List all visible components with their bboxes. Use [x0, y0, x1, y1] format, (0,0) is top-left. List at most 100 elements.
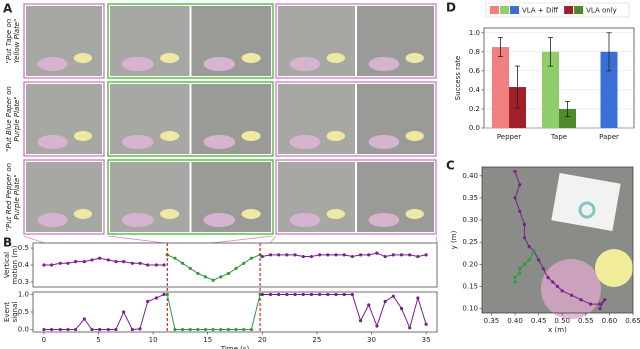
point [424, 322, 428, 326]
row-label: "Put Blue Paper on [5, 86, 13, 152]
plate [326, 209, 345, 219]
point [342, 253, 346, 257]
point [408, 326, 412, 330]
bar [559, 108, 576, 128]
photo-frame [275, 81, 437, 157]
plate [368, 135, 400, 149]
plate [73, 131, 93, 141]
connector [23, 235, 45, 244]
y-tick-label: 1.0 [18, 290, 29, 298]
point [408, 253, 412, 257]
point [154, 263, 158, 267]
point [114, 260, 118, 264]
point [399, 306, 404, 311]
plate [37, 135, 68, 149]
point [301, 254, 305, 259]
x-tick-label: Tape [550, 133, 567, 141]
x-tick-label: 0.55 [578, 317, 594, 325]
plate [121, 57, 154, 71]
x-tick-label: 0.45 [531, 317, 547, 325]
point [165, 292, 169, 297]
point [546, 276, 550, 280]
legend-label: VLA only [586, 7, 617, 15]
point [318, 253, 322, 257]
point [513, 280, 517, 284]
point [226, 271, 231, 276]
plate [37, 57, 68, 71]
point [180, 327, 185, 332]
point [114, 327, 118, 332]
point [82, 260, 86, 264]
series-line [166, 294, 261, 331]
point [560, 289, 564, 293]
point [42, 263, 46, 267]
panel-letter: B [3, 236, 12, 250]
point [122, 260, 126, 264]
point [537, 258, 541, 262]
point [358, 253, 363, 257]
x-tick-label: 0.60 [602, 317, 618, 325]
x-tick-label: 0.35 [484, 317, 500, 325]
point [522, 236, 527, 240]
point [42, 327, 46, 332]
plate [368, 213, 400, 227]
point [211, 278, 215, 282]
panel-letter: A [3, 2, 13, 16]
y-tick-label: 0.5 [18, 244, 29, 252]
x-tick-label: 5 [96, 336, 100, 344]
point [416, 296, 420, 300]
y-axis-label: Vertical [3, 252, 11, 278]
point [138, 327, 142, 331]
point [268, 292, 273, 297]
y-tick-label: 0.25 [462, 238, 478, 246]
point [513, 196, 517, 200]
legend-swatch [574, 6, 584, 14]
point [383, 299, 387, 304]
y-tick-label: 0.5 [18, 308, 29, 316]
point [375, 251, 379, 255]
photo-frame [275, 159, 437, 235]
trajectory-background [482, 167, 633, 319]
y-tick-label: 0.4 [18, 261, 30, 269]
point [146, 299, 150, 304]
point [527, 245, 531, 249]
yellow-plate [595, 249, 633, 287]
point [226, 327, 231, 332]
point [234, 327, 238, 332]
point [66, 327, 70, 332]
y-tick-label: 0.10 [462, 305, 478, 313]
point [293, 253, 297, 257]
y-tick-label: 0.8 [469, 48, 480, 56]
point [518, 209, 522, 213]
point [555, 284, 560, 289]
bar [492, 47, 509, 128]
x-tick-label: Pepper [497, 133, 521, 141]
plate [73, 209, 93, 219]
legend-swatch [500, 6, 509, 14]
point [249, 256, 253, 260]
point [532, 249, 536, 253]
plate [326, 53, 345, 63]
photo-frame [107, 81, 274, 157]
plot-frame [32, 242, 438, 288]
point [242, 327, 246, 332]
x-tick-label: 0.50 [554, 317, 570, 325]
photo-frame [107, 3, 274, 79]
plate [203, 57, 236, 71]
point [326, 253, 330, 257]
x-tick-label: 30 [367, 336, 376, 344]
point [203, 327, 208, 332]
y-tick-label: 0.0 [469, 124, 480, 132]
plate [405, 209, 424, 219]
point [579, 298, 583, 302]
point [375, 324, 379, 328]
plate [289, 135, 321, 149]
row-label: Purple Plate" [13, 174, 21, 219]
point [146, 263, 150, 267]
point [367, 253, 371, 257]
y-axis-label: Success rate [454, 56, 462, 101]
panel-letter: C [446, 159, 455, 173]
point [334, 292, 338, 297]
point [416, 254, 420, 259]
